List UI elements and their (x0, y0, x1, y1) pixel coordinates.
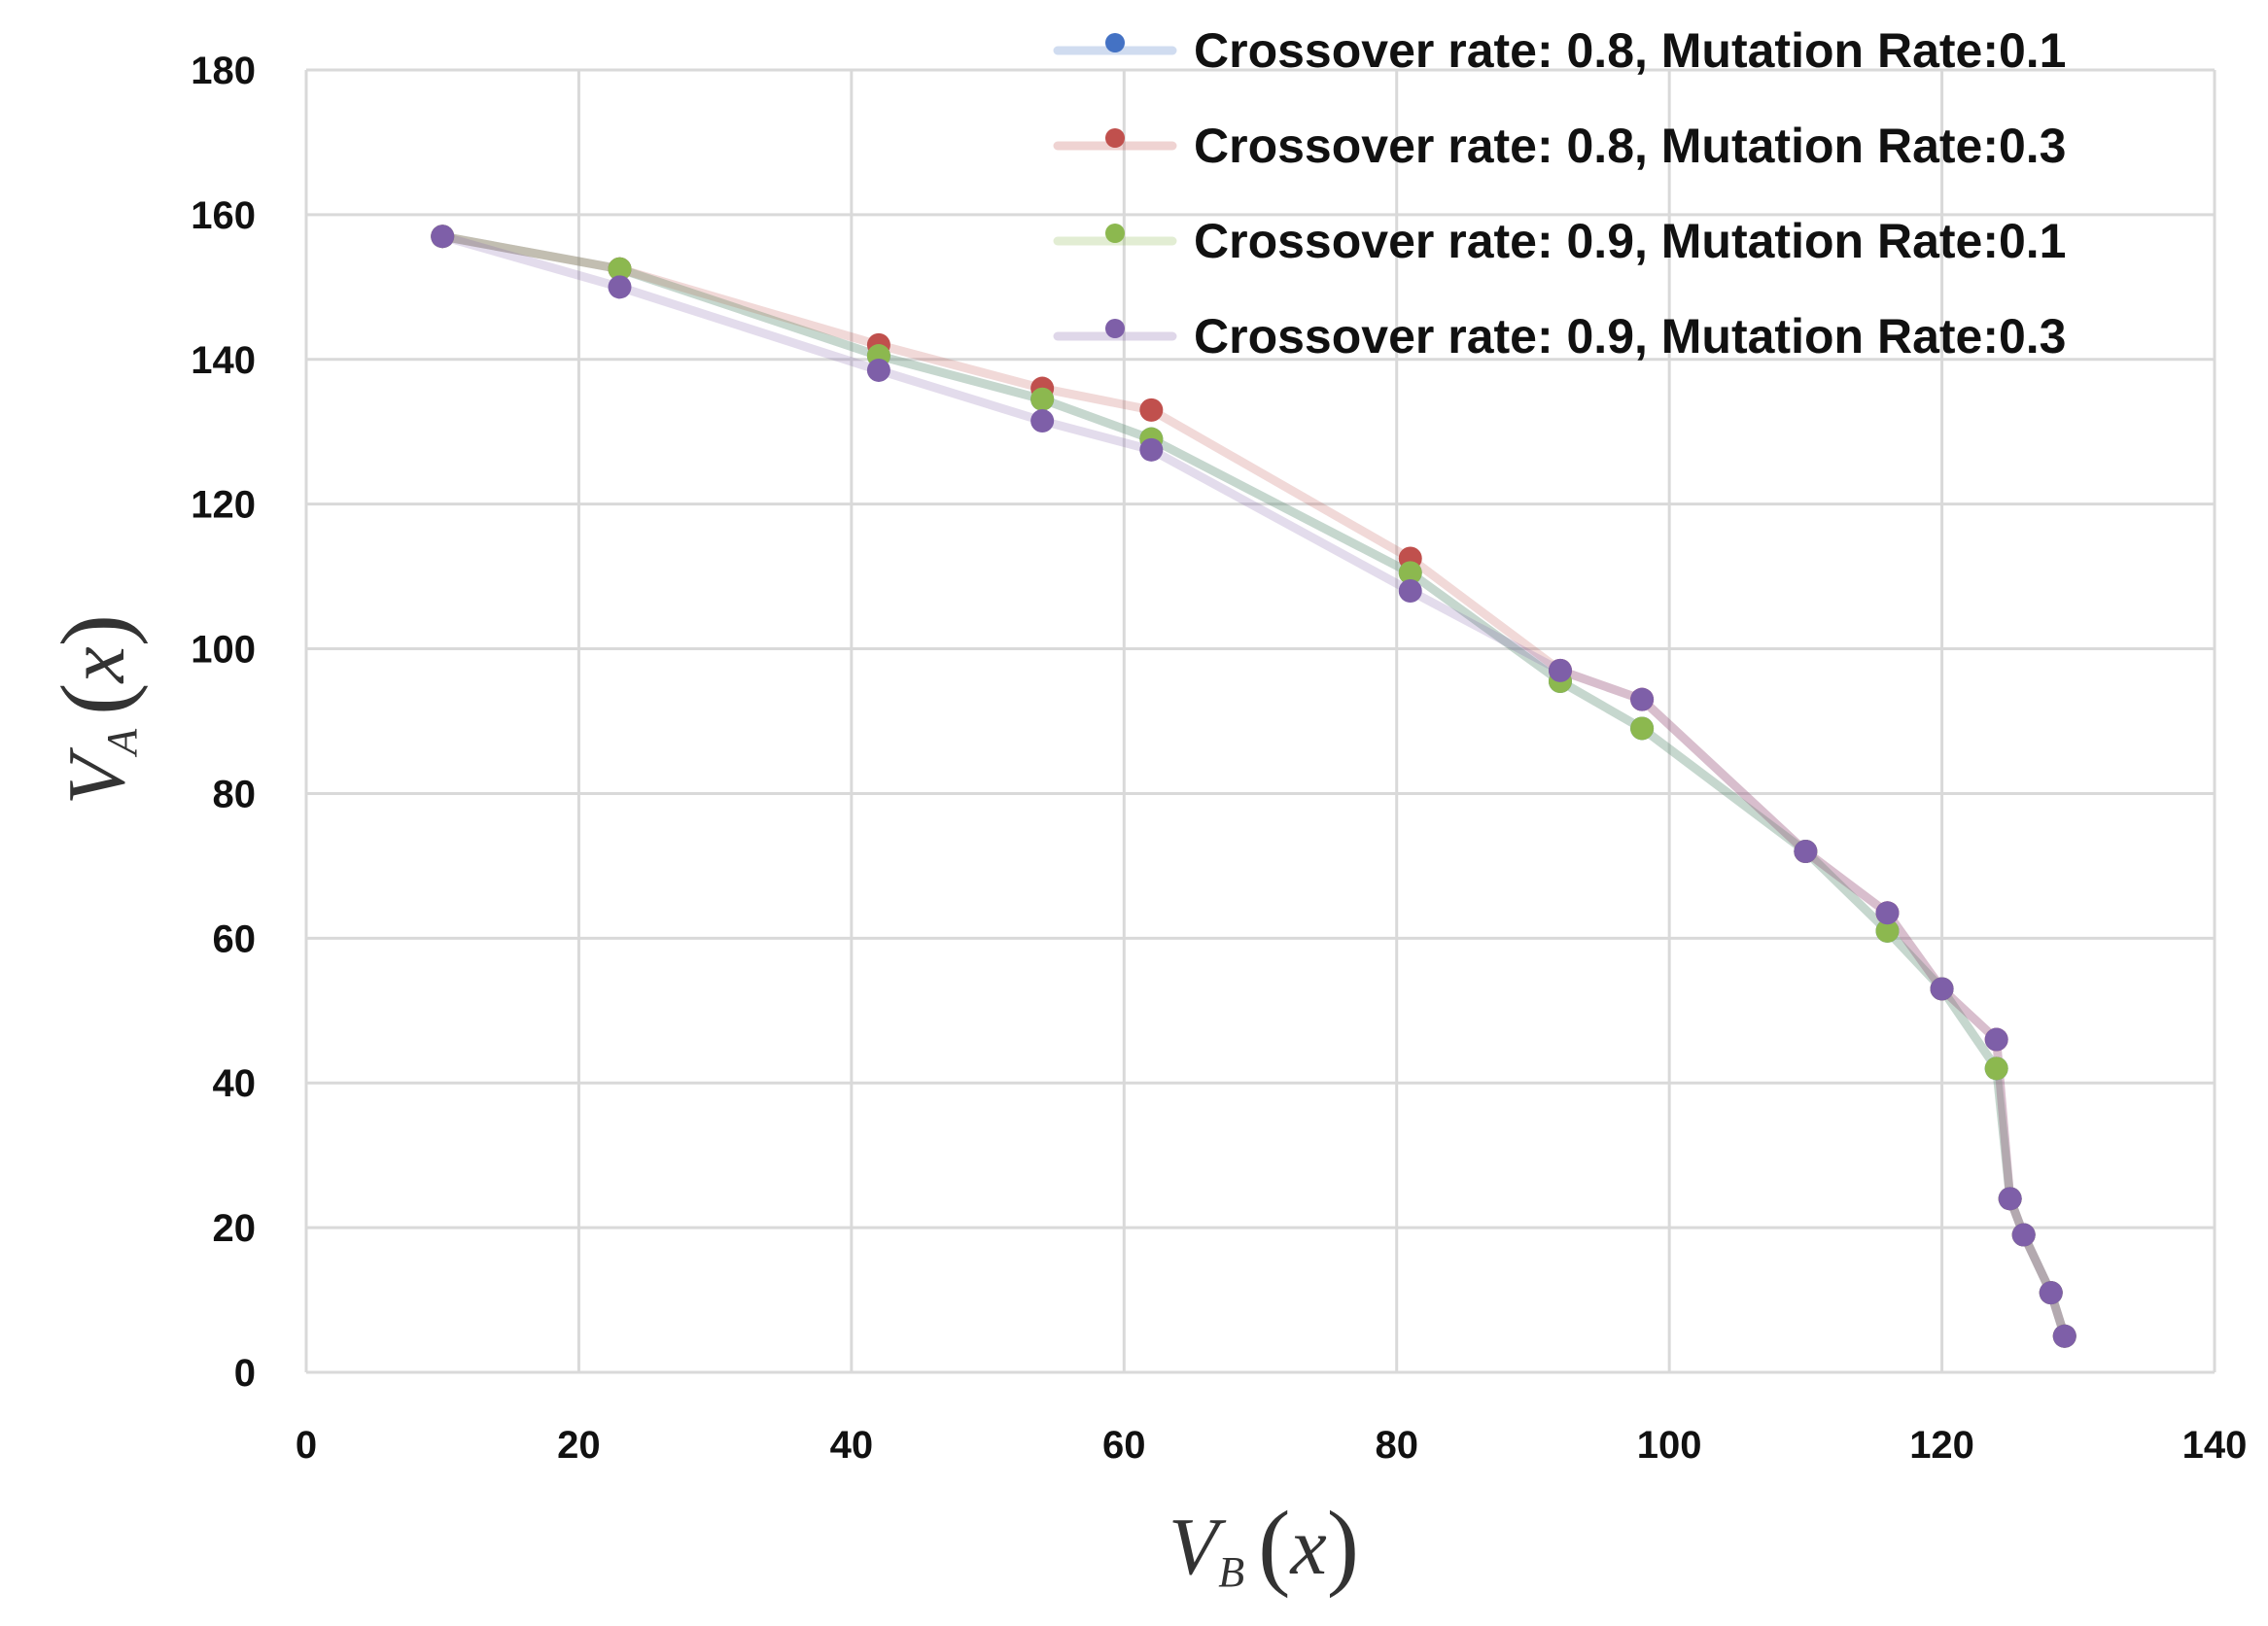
data-point-series-4 (1984, 1027, 2008, 1052)
svg-text:VB(x): VB (x) (1169, 1491, 1359, 1599)
data-point-series-3 (1398, 561, 1422, 585)
data-point-series-3 (608, 257, 632, 281)
x-axis-arg: x (1288, 1502, 1326, 1592)
y-axis-close-paren: ) (41, 614, 149, 646)
x-axis-var: V (1169, 1502, 1227, 1592)
legend-label-2: Crossover rate: 0.8, Mutation Rate:0.3 (1194, 119, 2067, 173)
data-point-series-4 (866, 358, 890, 382)
y-tick-label: 0 (234, 1352, 256, 1395)
x-axis-close-paren: ) (1327, 1491, 1359, 1599)
data-point-series-3 (1984, 1056, 2008, 1081)
data-point-series-4 (2011, 1223, 2036, 1247)
data-point-series-4 (431, 225, 455, 249)
y-axis-var: V (52, 746, 142, 805)
series-group (431, 225, 2076, 1348)
x-axis-label: VB (x) (1169, 1491, 1359, 1599)
data-point-series-4 (1930, 977, 1954, 1001)
data-point-series-4 (1030, 409, 1055, 433)
y-axis-open-paren: ( (41, 683, 149, 715)
data-point-series-4 (608, 275, 632, 299)
legend-marker-2 (1105, 128, 1125, 148)
y-tick-label: 60 (213, 917, 257, 960)
legend-marker-3 (1105, 224, 1125, 243)
data-point-series-3 (1630, 716, 1655, 741)
data-point-series-4 (1998, 1187, 2022, 1211)
y-tick-label: 20 (213, 1207, 257, 1250)
data-point-series-4 (1139, 437, 1164, 462)
tick-labels: 0 20 40 60 80 100 120 140 0 20 40 60 80 100 120 140 160 1… (191, 50, 2247, 1467)
legend-label-1: Crossover rate: 0.8, Mutation Rate:0.1 (1194, 23, 2067, 78)
y-axis-sub: A (98, 728, 146, 758)
x-tick-label: 80 (1375, 1424, 1418, 1467)
x-tick-label: 60 (1102, 1424, 1146, 1467)
data-point-series-3 (1030, 387, 1055, 411)
data-point-series-4 (1794, 840, 1818, 863)
x-axis-sub: B (1218, 1548, 1244, 1596)
legend-marker-4 (1105, 319, 1125, 338)
data-point-series-4 (1875, 901, 1900, 925)
x-tick-label: 0 (296, 1424, 317, 1467)
x-tick-label: 120 (1909, 1424, 1974, 1467)
data-point-series-4 (1398, 579, 1422, 603)
y-tick-label: 160 (191, 194, 256, 237)
x-tick-label: 140 (2182, 1424, 2248, 1467)
series-line-1 (437, 231, 2070, 1341)
y-tick-label: 80 (213, 773, 257, 815)
y-axis-arg: x (52, 646, 142, 684)
y-tick-label: 140 (191, 339, 256, 382)
series-line-4 (437, 231, 2070, 1341)
data-point-series-4 (1630, 687, 1655, 711)
series-line-2 (437, 231, 2070, 1341)
legend-marker-1 (1105, 33, 1125, 52)
data-point-series-4 (2039, 1281, 2063, 1305)
x-tick-label: 20 (557, 1424, 601, 1467)
y-tick-label: 120 (191, 484, 256, 527)
grid (304, 68, 2216, 1374)
data-point-series-3 (1875, 918, 1900, 943)
x-tick-label: 40 (830, 1424, 874, 1467)
data-point-series-4 (2052, 1324, 2076, 1348)
data-point-series-2 (1139, 398, 1164, 422)
legend-label-4: Crossover rate: 0.9, Mutation Rate:0.3 (1194, 309, 2067, 363)
data-point-series-4 (1548, 658, 1572, 682)
series-line-3 (437, 231, 2070, 1341)
y-tick-label: 180 (191, 50, 256, 92)
x-tick-label: 100 (1637, 1424, 1702, 1467)
legend-label-3: Crossover rate: 0.9, Mutation Rate:0.1 (1194, 214, 2067, 268)
y-tick-label: 40 (213, 1062, 257, 1105)
y-axis-label: VA (x) (41, 614, 149, 805)
svg-text:VA(x): VA (x) (41, 614, 149, 805)
x-axis-open-paren: ( (1258, 1491, 1290, 1599)
y-tick-label: 100 (191, 629, 256, 672)
legend: Crossover rate: 0.8, Mutation Rate:0.1 Cr… (1053, 23, 2067, 363)
